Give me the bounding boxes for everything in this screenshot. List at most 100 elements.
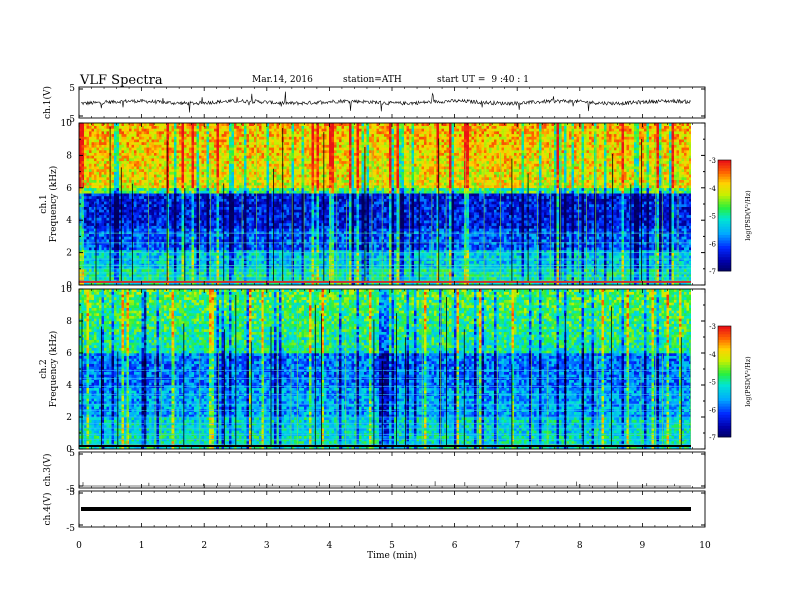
spectrogram-cell — [127, 169, 130, 172]
spectrogram-cell — [129, 145, 132, 148]
spectrogram-cell — [117, 188, 120, 191]
spectrogram-cell — [112, 196, 115, 199]
spectrogram-cell — [89, 253, 92, 256]
spectrogram-cell — [107, 253, 110, 256]
spectrogram-cell — [139, 223, 142, 226]
spectrogram-cell — [102, 155, 105, 158]
spectrogram-cell — [114, 223, 117, 226]
spectrogram-cell — [127, 188, 130, 191]
spectrogram-cell — [97, 212, 100, 215]
spectrogram-cell — [112, 193, 115, 196]
spectrogram-cell — [122, 147, 125, 150]
spectrogram-cell — [124, 215, 127, 218]
spectrogram-cell — [89, 169, 92, 172]
spectrogram-cell — [114, 191, 117, 194]
spectrogram-cell — [112, 215, 115, 218]
spectrogram-cell — [87, 234, 90, 237]
spectrogram-cell — [134, 180, 137, 183]
spectrogram-cell — [119, 161, 122, 164]
spectrogram-cell — [102, 147, 105, 150]
spectrogram-cell — [122, 142, 125, 145]
spectrogram-cell — [124, 177, 127, 180]
spectrogram-cell — [84, 239, 87, 242]
spectrogram-cell — [117, 236, 120, 239]
spectrogram-cell — [87, 128, 90, 131]
spectrogram-cell — [92, 234, 95, 237]
spectrogram-cell — [94, 196, 97, 199]
spectrogram-cell — [134, 253, 137, 256]
spectrogram-cell — [129, 212, 132, 215]
spectrogram-cell — [99, 131, 102, 134]
spectrogram-cell — [107, 182, 110, 185]
spectrogram-cell — [97, 236, 100, 239]
spectrogram-cell — [84, 220, 87, 223]
spectrogram-cell — [112, 201, 115, 204]
spectrogram-cell — [137, 215, 140, 218]
spectrogram-cell — [134, 209, 137, 212]
spectrogram-cell — [139, 226, 142, 229]
spectrogram-cell — [99, 253, 102, 256]
spectrogram-cell — [124, 207, 127, 210]
spectrogram-cell — [117, 158, 120, 161]
spectrogram-cell — [112, 188, 115, 191]
spectrogram-cell — [112, 253, 115, 256]
spectrogram-cell — [99, 193, 102, 196]
spectrogram-cell — [124, 147, 127, 150]
spectrogram-cell — [122, 139, 125, 142]
spectrogram-cell — [97, 226, 100, 229]
spectrogram-cell — [127, 177, 130, 180]
spectrogram-cell — [102, 150, 105, 153]
spectrogram-cell — [137, 228, 140, 231]
spectrogram-cell — [129, 172, 132, 175]
spectrogram-cell — [87, 191, 90, 194]
spectrogram-cell — [127, 239, 130, 242]
spectrogram-cell — [127, 209, 130, 212]
spectrogram-cell — [102, 247, 105, 250]
spectrogram-cell — [137, 242, 140, 245]
spectrogram-cell — [104, 253, 107, 256]
spectrogram-cell — [102, 245, 105, 248]
spectrogram-cell — [97, 137, 100, 140]
spectrogram-cell — [87, 188, 90, 191]
spectrogram-cell — [87, 209, 90, 212]
spectrogram-cell — [104, 180, 107, 183]
spectrogram-cell — [124, 185, 127, 188]
spectrogram-cell — [99, 191, 102, 194]
spectrogram-cell — [94, 126, 97, 129]
spectrogram-cell — [92, 255, 95, 258]
spectrogram-cell — [87, 158, 90, 161]
spectrogram-cell — [132, 226, 135, 229]
spectrogram-cell — [112, 158, 115, 161]
spectrogram-cell — [102, 164, 105, 167]
spectrogram-cell — [84, 191, 87, 194]
spectrogram-cell — [87, 147, 90, 150]
spectrogram-cell — [89, 242, 92, 245]
spectrogram-cell — [84, 150, 87, 153]
spectrogram-cell — [114, 218, 117, 221]
spectrogram-cell — [134, 207, 137, 210]
spectrogram-cell — [99, 209, 102, 212]
spectrogram-cell — [102, 182, 105, 185]
spectrogram-cell — [104, 220, 107, 223]
spectrogram-cell — [107, 261, 110, 264]
spectrogram-cell — [107, 196, 110, 199]
spectrogram-cell — [114, 226, 117, 229]
spectrogram-cell — [117, 261, 120, 264]
spectrogram-cell — [102, 174, 105, 177]
spectrogram-cell — [134, 182, 137, 185]
spectrogram-cell — [87, 199, 90, 202]
spectrogram-cell — [124, 234, 127, 237]
spectrogram-cell — [97, 239, 100, 242]
spectrogram-cell — [134, 128, 137, 131]
spectrogram-cell — [82, 131, 85, 134]
spectrogram-cell — [87, 126, 90, 129]
spectrogram-cell — [114, 196, 117, 199]
spectrogram-cell — [132, 212, 135, 215]
spectrogram-cell — [97, 172, 100, 175]
spectrogram-cell — [84, 169, 87, 172]
spectrogram-cell — [84, 188, 87, 191]
spectrogram-cell — [92, 180, 95, 183]
spectrogram-cell — [82, 139, 85, 142]
spectrogram-cell — [124, 137, 127, 140]
spectrogram-cell — [87, 196, 90, 199]
